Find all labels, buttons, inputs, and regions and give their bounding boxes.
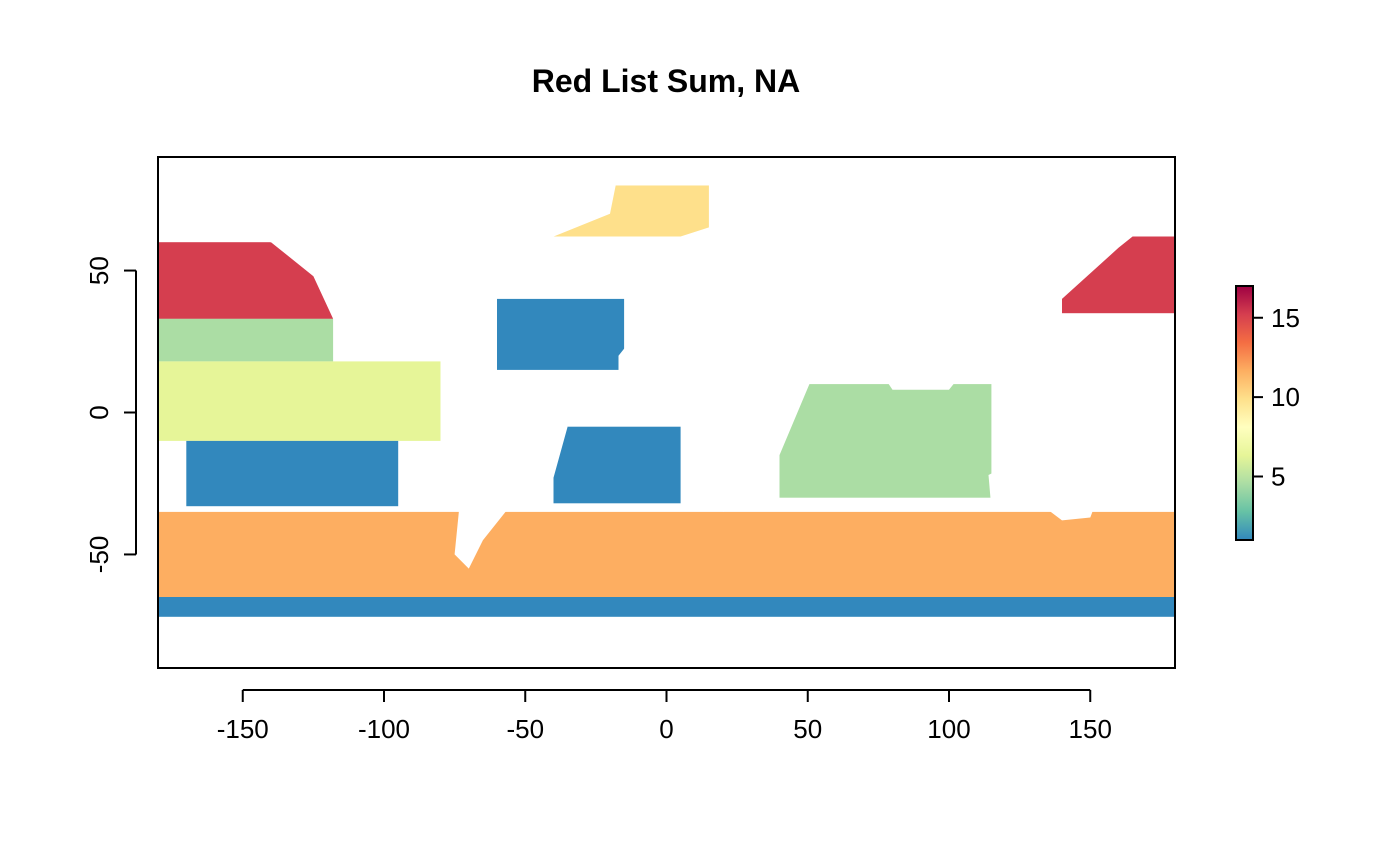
y-tick-label: 0: [84, 405, 114, 419]
land-mask-2: [618, 307, 811, 512]
x-tick-label: -100: [358, 714, 410, 744]
colorbar-tick-label: 15: [1271, 303, 1300, 333]
region-7: [779, 384, 992, 498]
region-10: [158, 597, 1175, 617]
region-6: [553, 426, 681, 504]
y-tick-label: 50: [84, 256, 114, 285]
region-1: [158, 318, 334, 362]
plot-frame: [157, 156, 1176, 669]
x-tick-label: 0: [659, 714, 673, 744]
colorbar-tick-label: 5: [1271, 462, 1285, 492]
land-mask-4: [988, 443, 1099, 521]
x-tick-label: 150: [1069, 714, 1112, 744]
x-tick-label: 50: [793, 714, 822, 744]
map-raster: [158, 157, 1175, 668]
y-tick-label: -50: [84, 536, 114, 574]
land-mask-0: [191, 208, 497, 356]
y-axis: -50 0 50: [84, 256, 137, 574]
colorbar-legend: 5 10 15: [1235, 285, 1300, 541]
land-mask-7: [158, 616, 1175, 668]
x-axis: -150 -100 -50 0 50 100 150: [217, 689, 1112, 744]
region-4: [497, 298, 625, 370]
region-9: [158, 511, 1175, 598]
land-mask-3: [638, 205, 1147, 390]
x-tick-label: -50: [506, 714, 544, 744]
region-3: [186, 440, 399, 507]
colorbar-ramp: [1235, 285, 1254, 541]
land-mask-6: [158, 157, 1175, 186]
region-2: [158, 361, 441, 441]
land-mask-1: [440, 384, 568, 569]
colorbar-tick-label: 10: [1271, 382, 1300, 412]
x-tick-label: -150: [217, 714, 269, 744]
land-mask-5: [468, 174, 616, 243]
x-tick-label: 100: [927, 714, 970, 744]
chart-title: Red List Sum, NA: [532, 63, 800, 99]
